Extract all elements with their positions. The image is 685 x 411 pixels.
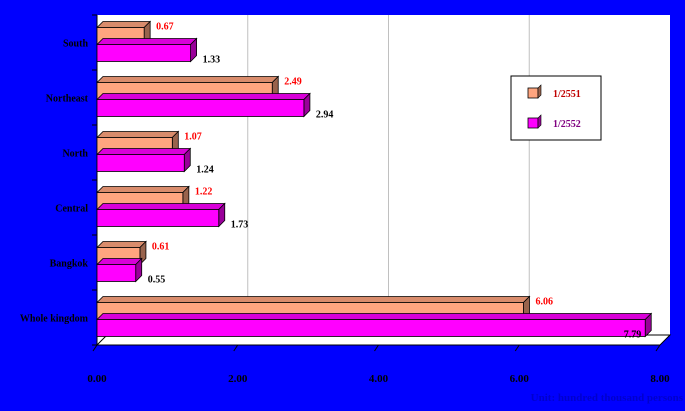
x-tick: [375, 345, 379, 351]
bar-top-face: [97, 94, 310, 100]
bar: [97, 45, 191, 62]
category-label: Northeast: [46, 94, 89, 105]
x-tick-label: 4.00: [369, 373, 389, 385]
bar-value-label: 2.49: [284, 77, 302, 88]
legend-swatch: [528, 88, 538, 98]
bar: [97, 100, 304, 117]
bar-top-face: [97, 149, 190, 155]
bar-top-face: [97, 204, 225, 210]
legend-label: 1/2552: [553, 119, 581, 130]
bar-value-label: 1.07: [184, 132, 202, 143]
bar-value-label: 0.55: [148, 275, 166, 286]
plot-area: [97, 15, 660, 345]
bar-top-face: [97, 259, 142, 265]
x-tick: [234, 345, 238, 351]
x-tick-label: 6.00: [510, 373, 530, 385]
category-label: Bangkok: [50, 259, 89, 270]
unit-note: Unit: hundred thousand persons: [531, 392, 683, 404]
bar-value-label: 1.22: [195, 187, 213, 198]
bar-top-face: [97, 22, 150, 28]
bar-top-face: [97, 242, 146, 248]
bar-value-label: 1.24: [196, 165, 214, 176]
bar-top-face: [97, 297, 529, 303]
x-tick-label: 8.00: [650, 373, 670, 385]
bar-top-face: [97, 187, 189, 193]
x-tick: [656, 345, 660, 351]
legend-label: 1/2551: [553, 89, 581, 100]
bar: [97, 155, 184, 172]
bar-top-face: [97, 132, 178, 138]
x-tick-label: 0.00: [87, 373, 107, 385]
category-label: South: [63, 39, 88, 50]
bar-value-label: 6.06: [535, 297, 553, 308]
bar: [97, 320, 645, 337]
x-tick: [515, 345, 519, 351]
x-tick-label: 2.00: [228, 373, 248, 385]
category-label: Central: [55, 204, 88, 215]
bar-value-label: 0.61: [152, 242, 170, 253]
bar-value-label: 1.73: [231, 220, 249, 231]
bar: [97, 265, 136, 282]
bar-value-label: 2.94: [316, 110, 334, 121]
x-tick: [93, 345, 97, 351]
category-label: Whole kingdom: [20, 314, 89, 325]
bar-top-face: [97, 77, 278, 83]
bar-value-label: 0.67: [156, 22, 174, 33]
bar: [97, 210, 219, 227]
bar-value-label: 7.79: [624, 330, 642, 341]
legend-swatch: [528, 118, 538, 128]
bar-top-face: [97, 314, 651, 320]
bar-top-face: [97, 39, 197, 45]
bar-value-label: 1.33: [203, 55, 221, 66]
legend-box: [511, 76, 601, 140]
category-label: North: [62, 149, 88, 160]
